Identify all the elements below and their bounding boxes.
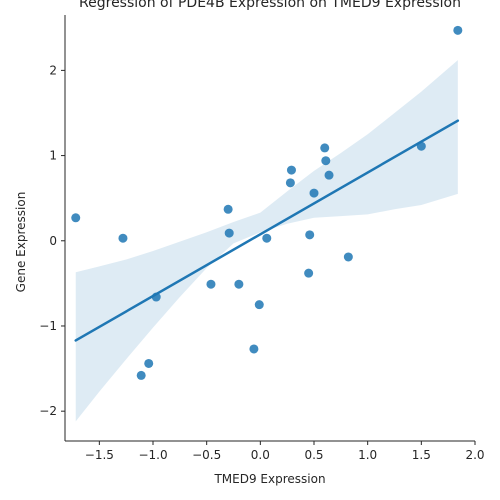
x-tick-label: −1.0	[138, 448, 167, 462]
scatter-point	[324, 170, 334, 180]
scatter-point	[320, 143, 330, 153]
regression-line-layer	[74, 119, 460, 342]
scatter-point	[249, 344, 259, 354]
y-axis-label: Gene Expression	[14, 192, 28, 293]
scatter-point	[262, 233, 272, 243]
y-tick-label: 0	[49, 234, 57, 248]
x-tick-label: −0.5	[192, 448, 221, 462]
scatter-point	[304, 268, 314, 278]
scatter-point	[309, 188, 319, 198]
axes-layer: −1.5 −1.0 −0.5 0.0 0.5 1.0 1.5 2.0 −2 −1 0 1 2	[39, 15, 485, 462]
scatter-point	[144, 358, 154, 368]
x-tick-label: 1.0	[358, 448, 377, 462]
scatter-point	[234, 279, 244, 289]
x-tick-label: 2.0	[465, 448, 484, 462]
scatter-point	[224, 228, 234, 238]
scatter-point	[254, 300, 264, 310]
y-tick-label: 1	[49, 149, 57, 163]
y-tick-label: 2	[49, 63, 57, 77]
scatter-point	[118, 233, 128, 243]
y-tick-label: −2	[39, 404, 57, 418]
scatter-point	[286, 165, 296, 175]
y-tick-label: −1	[39, 319, 57, 333]
x-tick-label: −1.5	[85, 448, 114, 462]
scatter-point	[71, 213, 81, 223]
x-tick-label: 1.5	[412, 448, 431, 462]
scatter-point	[305, 230, 315, 240]
scatter-point	[321, 156, 331, 166]
scatter-point	[416, 141, 426, 151]
scatter-point	[285, 178, 295, 188]
scatter-point	[343, 252, 353, 262]
scatter-point	[453, 25, 463, 35]
confidence-band	[75, 60, 458, 422]
x-axis-label: TMED9 Expression	[213, 472, 325, 486]
x-tick-label: 0.0	[251, 448, 270, 462]
scatter-point	[206, 279, 216, 289]
confidence-band-layer	[75, 60, 458, 422]
scatter-points-layer	[71, 25, 463, 380]
chart-title: Regression of PDE4B Expression on TMED9 …	[79, 0, 461, 11]
scatter-point	[136, 370, 146, 380]
x-tick-label: 0.5	[304, 448, 323, 462]
scatter-point	[223, 204, 233, 214]
regression-line	[74, 119, 460, 342]
scatter-point	[151, 292, 161, 302]
